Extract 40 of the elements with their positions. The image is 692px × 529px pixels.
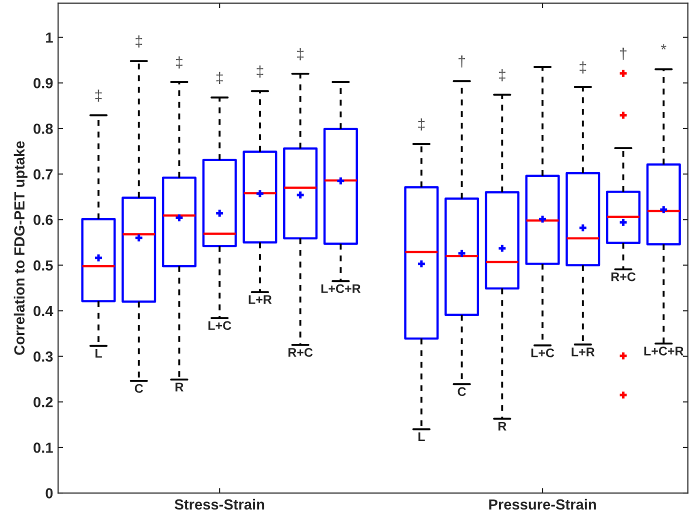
- text: ‡: [176, 56, 182, 68]
- text: †: [620, 48, 626, 60]
- text: ‡: [580, 61, 586, 74]
- text: †: [458, 55, 466, 68]
- x-tick-label: R+C: [611, 272, 636, 282]
- y-tick-label: 0.7: [34, 169, 53, 180]
- y-tick-label: 0.3: [34, 351, 53, 362]
- y-tick-label: 0.6: [34, 214, 53, 226]
- text: ‡: [95, 90, 102, 102]
- y-tick-label: 0: [46, 488, 53, 498]
- x-tick-label: L+C: [531, 348, 554, 358]
- text: ‡: [297, 48, 304, 60]
- text: Stress-Strain: [174, 498, 264, 510]
- y-tick-label: 0.4: [34, 306, 54, 316]
- x-tick-label: L+C: [208, 321, 232, 330]
- x-tick-label: R: [176, 382, 184, 392]
- text: *: [660, 44, 666, 50]
- x-tick-label: L+C+R: [321, 284, 361, 294]
- y-axis-title: Correlation to FDG-PET uptake: [14, 141, 28, 355]
- text: ‡: [418, 118, 425, 130]
- x-tick-label: C: [458, 387, 466, 396]
- y-tick-label: 0.8: [34, 124, 53, 134]
- y-tick-label: 1: [46, 32, 53, 43]
- x-tick-label: L: [96, 349, 102, 358]
- text: ‡: [136, 35, 142, 48]
- x-tick-label: L+C+R: [644, 346, 684, 356]
- y-tick-label: 0.1: [34, 442, 53, 453]
- text: ‡: [498, 69, 506, 82]
- x-tick-label: R: [498, 422, 506, 431]
- x-tick-label: L: [418, 432, 425, 442]
- y-tick-label: 0.9: [34, 78, 53, 88]
- text: ‡: [256, 65, 264, 78]
- x-tick-label: L+R: [248, 295, 272, 304]
- x-tick-label: C: [134, 384, 144, 393]
- y-tick-label: 0.5: [34, 260, 53, 271]
- text: Pressure-Strain: [489, 498, 596, 510]
- x-tick-label: L+R: [572, 348, 595, 356]
- x-tick-label: R+C: [288, 348, 313, 357]
- text: ‡: [216, 72, 223, 84]
- y-tick-label: 0.2: [34, 396, 53, 408]
